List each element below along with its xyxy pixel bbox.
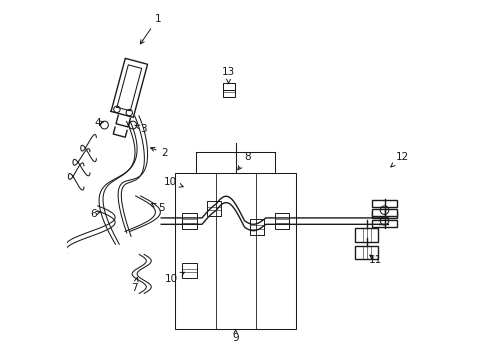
Text: 2: 2 [150,147,168,158]
Text: 1: 1 [140,14,161,44]
Bar [355,228,377,242]
Text: 11: 11 [368,255,382,265]
Text: 8: 8 [238,152,250,170]
Bar [222,83,234,90]
Bar [371,211,396,218]
Text: 9: 9 [232,330,239,343]
Bar [371,220,396,227]
Text: 10: 10 [163,177,183,187]
Text: 5: 5 [151,203,164,213]
Bar [182,213,196,229]
Bar [207,201,221,216]
Bar [182,262,196,278]
Bar [274,213,288,229]
Text: 6: 6 [90,209,100,219]
Bar [175,173,295,329]
Text: 7: 7 [131,278,138,293]
Bar [222,90,234,97]
Bar [371,209,396,216]
Bar [371,201,396,207]
Text: 10: 10 [165,272,184,284]
Text: 13: 13 [222,67,235,83]
Text: 4: 4 [94,118,103,128]
Bar [355,246,377,260]
Text: 12: 12 [390,152,408,167]
Text: 3: 3 [135,123,146,134]
Bar [249,219,264,235]
